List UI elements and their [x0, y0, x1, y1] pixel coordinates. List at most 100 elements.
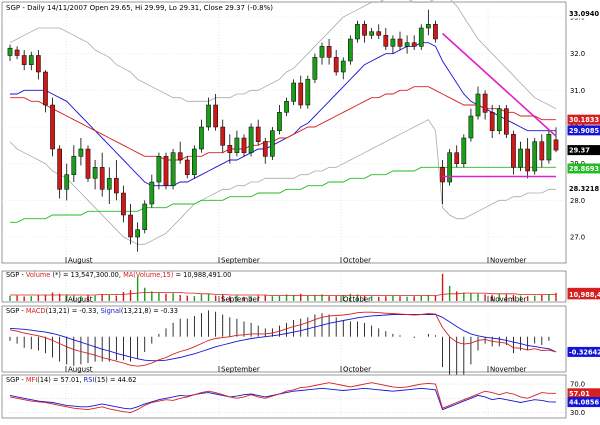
candle-body	[241, 137, 247, 153]
candle-body	[532, 141, 538, 172]
moving-average-line	[10, 166, 556, 223]
oscillator-y-tick: 30.0	[570, 409, 585, 417]
candle-body	[383, 35, 389, 47]
volume-ma-line	[10, 292, 556, 297]
candle-body	[149, 181, 155, 205]
volume-label: SGP - Volume (*) = 13,547,300.00, MA(Vol…	[6, 271, 231, 279]
candle-body	[340, 60, 346, 73]
candle-body	[142, 203, 148, 230]
candle-body	[206, 104, 211, 128]
candle-body	[348, 38, 353, 62]
candle-body	[21, 55, 27, 65]
candle-body	[114, 178, 119, 194]
candle-body	[270, 130, 275, 157]
candle-body	[135, 229, 140, 238]
moving-average-line	[10, 42, 556, 187]
volume-label-part: SGP -	[6, 271, 26, 279]
candle-body	[220, 126, 226, 146]
price-month-label: September	[221, 257, 260, 265]
candle-body	[546, 134, 552, 161]
macd-month-label: October	[343, 366, 371, 374]
candle-body	[447, 152, 452, 183]
candle-body	[404, 42, 410, 47]
chart-title: SGP - Daily 14/11/2007 Open 29.65, Hi 29…	[6, 4, 273, 12]
price-month-label: November	[490, 257, 527, 265]
candle-body	[99, 167, 105, 190]
macd-label-part: MACD	[26, 307, 46, 315]
price-tag-label: 30.1833	[569, 116, 599, 124]
candle-body	[85, 148, 91, 179]
oscillator-y-tick: 70.0	[570, 381, 585, 389]
candle-body	[163, 156, 169, 186]
macd-tag	[567, 346, 600, 357]
volume-panel	[1, 270, 567, 303]
candle-body	[43, 71, 48, 106]
price-y-tick: 32.0	[570, 50, 585, 58]
macd-line	[9, 311, 557, 367]
candle-body	[128, 214, 133, 238]
macd-label-part: Signal	[101, 307, 121, 315]
candle-body	[262, 141, 268, 157]
volume-month-label: August	[68, 296, 93, 304]
candle-body	[170, 152, 176, 186]
bollinger-upper-line	[9, 0, 557, 110]
candle-body	[248, 126, 254, 153]
price-tag	[567, 8, 600, 19]
candle-body	[525, 148, 530, 172]
oscillator-tag-label: 44.0856	[569, 399, 599, 407]
oscillator-tag	[567, 397, 600, 408]
candle-body	[277, 112, 282, 131]
price-y-tick: 28.0	[570, 197, 585, 205]
candle-body	[312, 57, 318, 80]
volume-tag-label: 10,988,491	[569, 291, 600, 299]
candle-body	[284, 101, 289, 113]
candle-body	[298, 82, 304, 106]
candle-body	[418, 27, 424, 47]
trendline	[442, 32, 557, 137]
macd-signal-line	[9, 314, 557, 362]
candle-body	[227, 145, 233, 153]
candle-body	[192, 148, 197, 175]
candle-body	[326, 46, 332, 58]
candle-body	[426, 24, 431, 29]
price-month-label: October	[343, 257, 371, 265]
price-tag	[567, 145, 600, 156]
volume-month-label: September	[221, 296, 260, 304]
candle-body	[440, 167, 445, 183]
candle-body	[14, 49, 20, 56]
candle-body	[482, 93, 488, 113]
volume-label-part: (*) = 13,547,300.00,	[50, 271, 123, 279]
price-tag-label: 28.8693	[569, 165, 599, 173]
candle-body	[184, 159, 190, 175]
volume-label-part: MA(Volume,15)	[123, 271, 173, 279]
candle-body	[511, 134, 516, 168]
candle-body	[475, 93, 481, 117]
candle-body	[411, 42, 417, 47]
oscillator-label: SGP - MFI(14) = 57.01, RSI(15) = 44.62	[6, 376, 136, 384]
candle-body	[376, 31, 382, 36]
candle-body	[362, 24, 367, 36]
candle-body	[28, 55, 34, 65]
candle-body	[489, 112, 495, 131]
candle-body	[553, 139, 559, 151]
candle-body	[355, 24, 360, 40]
macd-label-part: (13,21) = -0.33,	[46, 307, 101, 315]
candle-body	[121, 192, 126, 216]
candle-body	[539, 141, 545, 161]
candle-body	[213, 104, 218, 128]
price-y-tick: 31.0	[570, 87, 585, 95]
candle-body	[305, 79, 311, 106]
macd-label: SGP - MACD(13,21) = -0.33, Signal(13,21,…	[6, 307, 178, 315]
oscillator-label-part: (14) = 57.01,	[37, 376, 83, 384]
candle-body	[177, 152, 183, 161]
candle-body	[199, 126, 204, 150]
price-tag	[567, 125, 600, 136]
oscillator-label-part: (15) = 44.62	[94, 376, 136, 384]
volume-label-part: = 10,988,491.00	[173, 271, 231, 279]
candle-body	[234, 137, 240, 153]
volume-month-label: November	[490, 296, 527, 304]
volume-label-part: Volume	[26, 271, 51, 279]
macd-month-label: November	[490, 366, 527, 374]
candle-body	[319, 46, 325, 58]
